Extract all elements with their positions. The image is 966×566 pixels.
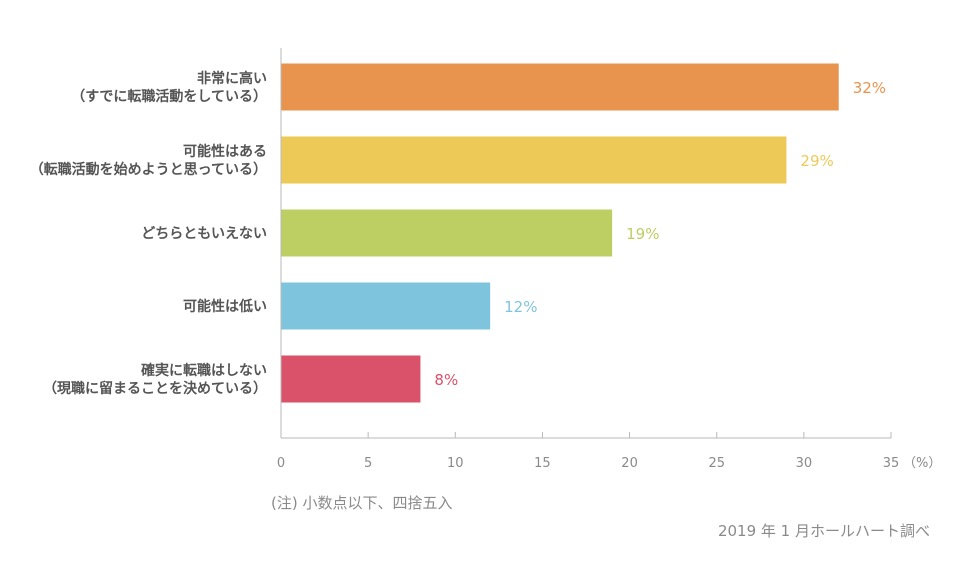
category-label-0-1: （すでに転職活動をしている） — [71, 88, 267, 105]
category-label-4-0: 確実に転職はしない — [141, 362, 267, 379]
category-label-1-1: （転職活動を始めようと思っている） — [30, 161, 267, 178]
category-label-2-0: どちらともいえない — [141, 226, 267, 242]
value-label-3: 12% — [504, 298, 537, 316]
x-tick-label-2: 10 — [447, 456, 464, 471]
bar-3 — [281, 282, 491, 330]
bar-1 — [281, 136, 787, 184]
value-label-0: 32% — [853, 79, 886, 97]
x-tick-label-0: 0 — [277, 456, 285, 471]
bar-2 — [281, 209, 613, 257]
category-label-1-0: 可能性はある — [183, 143, 267, 160]
category-label-4-1: （現職に留まることを決めている） — [43, 380, 267, 397]
footnote: (注) 小数点以下、四捨五入 — [271, 494, 453, 512]
x-tick-label-1: 5 — [364, 456, 372, 471]
x-tick-label-5: 25 — [708, 456, 725, 471]
value-label-2: 19% — [626, 225, 659, 243]
category-label-3-0: 可能性は低い — [183, 298, 267, 315]
bar-chart: 非常に高い（すでに転職活動をしている） 可能性はある（転職活動を始めようと思ってい… — [30, 48, 941, 471]
x-axis-ticks: 0 5 10 15 20 25 30 35 （%） — [277, 432, 941, 471]
bar-4 — [281, 355, 421, 403]
source-credit: 2019 年 1 月ホールハート調べ — [717, 522, 930, 540]
x-axis-unit: （%） — [903, 456, 941, 471]
value-labels: 32% 29% 19% 12% 8% — [434, 79, 886, 389]
value-label-1: 29% — [800, 152, 833, 170]
bar-0 — [281, 63, 839, 111]
x-tick-label-3: 15 — [534, 456, 551, 471]
category-labels: 非常に高い（すでに転職活動をしている） 可能性はある（転職活動を始めようと思ってい… — [30, 70, 267, 397]
x-tick-label-4: 20 — [621, 456, 638, 471]
bars — [281, 63, 839, 403]
x-tick-label-7: 35 — [883, 456, 900, 471]
value-label-4: 8% — [434, 371, 458, 389]
x-tick-label-6: 30 — [796, 456, 813, 471]
category-label-0-0: 非常に高い — [197, 70, 267, 87]
